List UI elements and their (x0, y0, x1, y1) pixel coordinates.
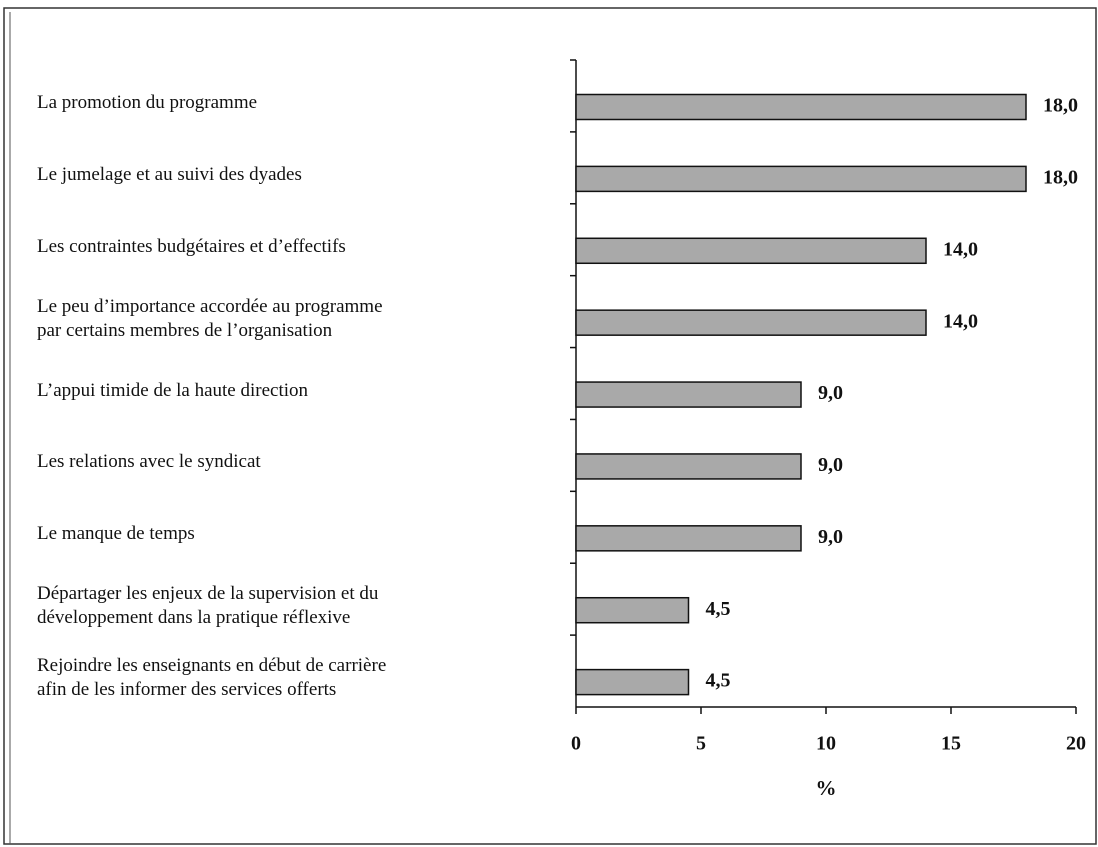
bar (575, 453, 802, 480)
frame (3, 7, 1097, 845)
value-label: 14,0 (943, 310, 978, 332)
value-label: 4,5 (706, 598, 731, 620)
category-label: Les contraintes budgétaires et d’effecti… (37, 235, 346, 257)
category-label: Départager les enjeux de la supervision … (37, 583, 379, 629)
value-label: 14,0 (943, 238, 978, 260)
category-label: Le peu d’importance accordée au programm… (37, 295, 383, 341)
value-label: 9,0 (818, 454, 843, 476)
bar (575, 237, 927, 265)
x-tick-label: 15 (941, 733, 961, 755)
bar (575, 309, 927, 336)
value-label: 9,0 (818, 526, 843, 548)
x-tick-label: 20 (1066, 733, 1086, 755)
category-label: Les relations avec le syndicat (37, 451, 261, 473)
value-label: 9,0 (818, 382, 843, 404)
value-label: 18,0 (1043, 95, 1078, 117)
x-tick-label: 0 (571, 733, 581, 755)
x-tick-label: 10 (816, 733, 836, 755)
category-label: Rejoindre les enseignants en début de ca… (37, 655, 387, 701)
category-label: L’appui timide de la haute direction (37, 379, 309, 401)
bar (575, 93, 1027, 121)
category-label: Le jumelage et au suivi des dyades (37, 163, 302, 185)
bar (575, 381, 802, 408)
bar (575, 596, 690, 624)
bar (575, 165, 1027, 193)
x-axis-label: % (816, 776, 837, 800)
category-label: Le manque de temps (37, 523, 195, 545)
value-label: 18,0 (1043, 166, 1078, 188)
value-label: 4,5 (706, 670, 731, 692)
category-label: La promotion du programme (37, 92, 258, 113)
x-tick-label: 5 (696, 733, 706, 755)
bar (575, 668, 690, 696)
bar (575, 525, 802, 552)
